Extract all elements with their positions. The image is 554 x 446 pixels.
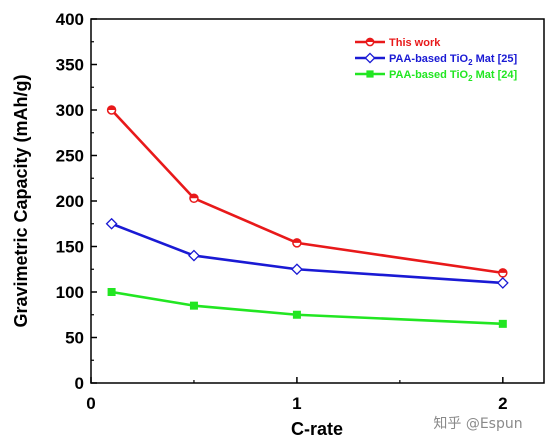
data-point	[290, 263, 303, 276]
y-axis-title: Gravimetric Capacity (mAh/g)	[11, 74, 31, 327]
data-point	[366, 70, 374, 78]
x-axis-title: C-rate	[291, 419, 343, 439]
x-tick-label: 1	[292, 394, 301, 413]
legend-item: This work	[355, 37, 441, 49]
series-layer	[105, 105, 509, 328]
data-point	[364, 52, 376, 64]
data-point	[105, 217, 118, 230]
y-tick-label: 50	[65, 329, 84, 348]
series-1	[106, 105, 508, 278]
y-tick-label: 350	[56, 56, 84, 75]
data-point-fill	[366, 38, 374, 42]
legend-label: This work	[389, 37, 441, 49]
data-point	[188, 249, 200, 262]
series-line	[111, 222, 503, 285]
legend-item: PAA-based TiO2 Mat [25]	[355, 52, 517, 67]
legend: This work PAA-based TiO2 Mat [25] PAA-base…	[355, 37, 517, 83]
data-point	[292, 310, 301, 319]
series-line	[111, 290, 503, 326]
y-tick-label: 300	[56, 101, 84, 120]
legend-label: PAA-based TiO2 Mat [25]	[389, 53, 517, 67]
series-3	[107, 288, 507, 328]
data-point-fill	[189, 194, 198, 199]
y-tick-label: 400	[56, 10, 84, 29]
watermark-text: 知乎 @Espun	[433, 415, 522, 432]
axis-ticks: 0 50 100 150 200 250 300 350 400 0 1 2	[56, 10, 508, 413]
y-tick-label: 200	[56, 192, 84, 211]
data-point-fill	[498, 268, 507, 273]
x-tick-label: 0	[86, 394, 95, 413]
series-2	[105, 217, 509, 289]
y-tick-label: 150	[56, 238, 84, 257]
data-point	[107, 288, 116, 296]
legend-label: PAA-based TiO2 Mat [24]	[389, 69, 517, 83]
y-tick-label: 100	[56, 283, 84, 302]
y-tick-label: 0	[75, 374, 84, 393]
data-point-fill	[107, 106, 116, 110]
y-tick-label: 250	[56, 147, 84, 166]
data-point	[496, 276, 509, 289]
data-point-fill	[292, 238, 301, 243]
legend-item: PAA-based TiO2 Mat [24]	[355, 69, 517, 83]
series-line	[110, 109, 504, 275]
data-point	[189, 301, 198, 310]
data-point	[498, 319, 507, 328]
x-tick-label: 2	[498, 394, 507, 413]
